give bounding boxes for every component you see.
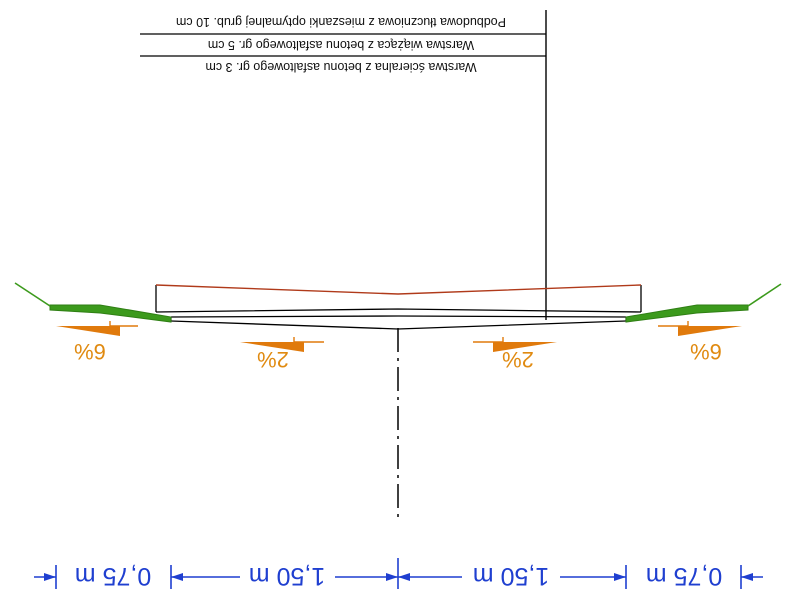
layer-label-scieralna: Warstwa ścieralna z betonu asfaltowego g… [205,60,476,74]
dim-arrow-1 [44,573,56,581]
dim-arrow-3 [386,573,398,581]
dim-label-lane-right: 1,50 m [473,562,549,590]
embankment-left [14,282,51,307]
subgrade-line [155,284,642,295]
dimension-line: 0,75 m 1,50 m 1,50 m 0,75 m [34,558,763,590]
dim-arrow-4 [398,573,410,581]
grass-left [49,304,172,323]
slope-arrow-shoulder-left [56,326,120,336]
layer-legend: Podbudowa tłuczniowa z mieszanki optymal… [140,10,547,320]
dim-arrow-6 [741,573,753,581]
layer-label-wiazaca: Warstwa wiążąca z betonu asfaltowego gr.… [208,38,474,52]
slope-label-lane-left: 2% [257,347,289,372]
binder-course-line [155,308,642,313]
slope-label-shoulder-left: 6% [74,339,106,364]
grass-right [625,304,749,323]
shoulders [14,282,782,323]
layer-label-podbudowa: Podbudowa tłuczniowa z mieszanki optymal… [176,15,506,29]
slope-label-lane-right: 2% [502,347,534,372]
dim-arrow-2 [171,573,183,581]
slope-indicators: 6% 2% 2% 6% [56,321,742,372]
dim-arrow-5 [614,573,626,581]
slope-arrow-lane-right [493,342,557,352]
pavement-structure [155,284,642,330]
embankment-right [747,283,782,307]
dim-label-shoulder-right: 0,75 m [646,562,722,590]
dim-label-lane-left: 1,50 m [249,562,325,590]
slope-label-shoulder-right: 6% [690,339,722,364]
slope-arrow-lane-left [240,342,304,352]
slope-arrow-shoulder-right [678,326,742,336]
wearing-course-bottom [170,320,627,330]
wearing-course-top [170,315,627,318]
dim-label-shoulder-left: 0,75 m [75,562,151,590]
